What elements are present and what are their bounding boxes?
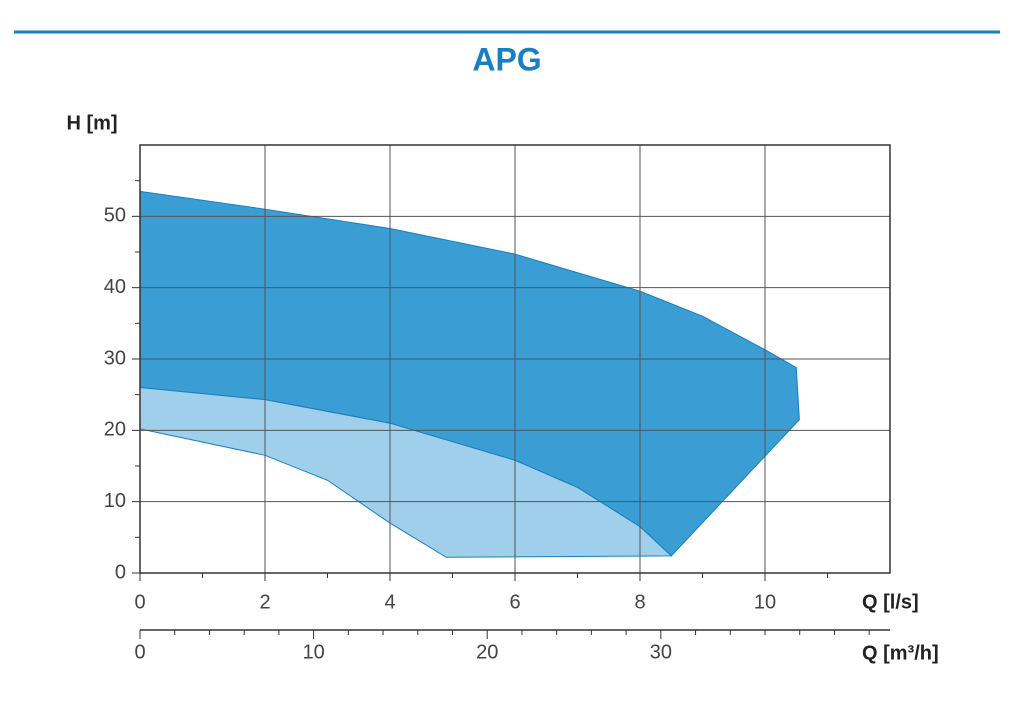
y-tick-label: 40 [104, 276, 126, 298]
x-tick-label: 0 [134, 591, 145, 613]
y-tick-label: 20 [104, 419, 126, 441]
x-tick-label: 4 [384, 591, 395, 613]
y-tick-label: 10 [104, 490, 126, 512]
x2-tick-label: 10 [302, 641, 324, 663]
x-tick-label: 6 [509, 591, 520, 613]
x2-tick-label: 30 [650, 641, 672, 663]
x2-axis-label: Q [m³/h] [862, 642, 939, 664]
y-axis-label: H [m] [66, 112, 117, 134]
x-tick-label: 8 [634, 591, 645, 613]
y-tick-label: 0 [115, 561, 126, 583]
y-tick-label: 50 [104, 205, 126, 227]
x-tick-label: 10 [754, 591, 776, 613]
x2-tick-label: 0 [134, 641, 145, 663]
x2-tick-label: 20 [476, 641, 498, 663]
x-tick-label: 2 [259, 591, 270, 613]
y-tick-label: 30 [104, 347, 126, 369]
chart-title: APG [472, 41, 541, 77]
x-axis-label: Q [l/s] [862, 591, 919, 613]
